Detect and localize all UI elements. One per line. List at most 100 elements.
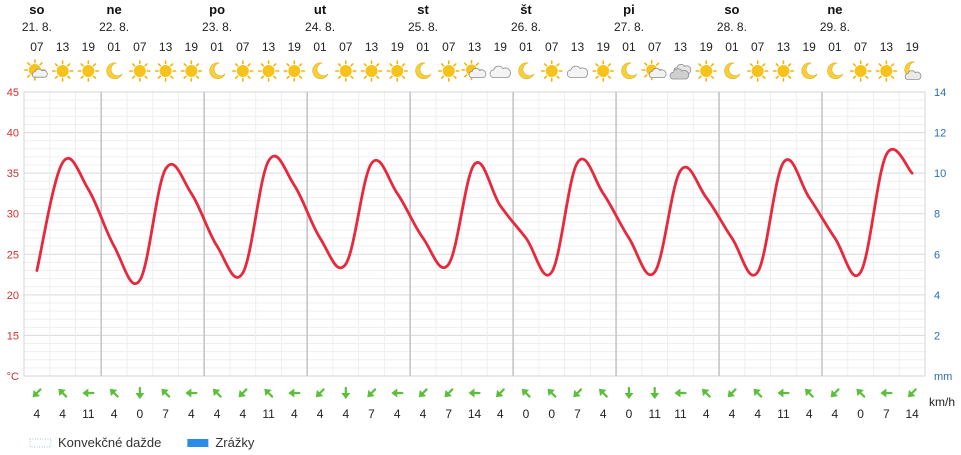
sun-ray [762, 63, 766, 67]
wind-speed: 4 [59, 407, 66, 421]
sun-ray [273, 75, 277, 79]
wind-arrow-head [418, 389, 427, 398]
sun-disc [545, 65, 558, 77]
sun-ray [710, 75, 715, 79]
hour-label: 07 [854, 40, 868, 54]
sun-ray [890, 75, 895, 79]
sun-icon [695, 60, 717, 82]
sun-ray [595, 75, 599, 79]
wind-speed: 11 [262, 407, 275, 421]
wind-speed: 0 [548, 407, 555, 421]
sun-ray [389, 63, 393, 67]
sun-ray [183, 63, 187, 67]
y-left-tick: 45 [7, 87, 19, 99]
moon-icon [724, 62, 741, 80]
hour-label: 01 [210, 40, 224, 54]
hour-label: 01 [519, 40, 533, 54]
sun-ray [644, 74, 648, 78]
wind-speed: 4 [600, 407, 607, 421]
wind-arrow-head [753, 388, 761, 397]
moon-icon [801, 62, 818, 80]
moon-shape [312, 62, 329, 80]
sun-disc [442, 65, 455, 77]
sun-ray [170, 75, 174, 79]
wind-speed: 4 [111, 407, 118, 421]
wind-speed: 4 [317, 407, 324, 421]
wind-arrow-head [624, 393, 634, 399]
sun-ray [54, 75, 59, 79]
legend-label: Konvekčné dažde [58, 435, 161, 450]
sun-icon [772, 60, 795, 82]
cloudy-icon [566, 65, 589, 78]
moon-icon [209, 62, 226, 80]
hour-label: 07 [442, 40, 456, 54]
wind-arrow-head [315, 389, 324, 398]
sun-disc [185, 65, 198, 77]
hour-label: 19 [391, 40, 405, 54]
wind-arrow-icon [547, 388, 557, 398]
sun-disc [288, 65, 301, 77]
sun-icon [386, 60, 409, 82]
sun-ray [698, 75, 702, 79]
moon-cloud-icon [904, 61, 922, 80]
day-headers: so 21. 8. ne 22. 8. po 23. 8. ut 24. 8. st 25. 8.… [22, 2, 850, 376]
sun-ray [453, 63, 457, 67]
wind-speed: 4 [497, 407, 504, 421]
sun-ray [195, 63, 200, 67]
wind-arrow-icon [907, 388, 917, 398]
sun-ray [655, 62, 660, 66]
wind-arrow-icon [777, 388, 790, 398]
weather-icons [24, 59, 922, 82]
sun-disc [133, 65, 146, 77]
sun-ray [607, 75, 612, 79]
wind-speed: 7 [368, 407, 375, 421]
cloud-shape [32, 68, 48, 78]
y-left-unit: °C [7, 371, 19, 383]
sun-icon [849, 60, 872, 82]
hour-label: 01 [622, 40, 636, 54]
sun-ray [401, 63, 406, 67]
wind-speed: 4 [342, 407, 349, 421]
wind-arrow-icon [468, 388, 481, 398]
legend-label: Zrážky [215, 435, 255, 450]
sun-ray [144, 75, 148, 79]
sun-ray [556, 63, 560, 67]
y-right-tick: 10 [934, 168, 946, 180]
wind-arrow-head [880, 388, 887, 398]
wind-arrow-head [701, 388, 710, 397]
sun-ray [556, 75, 560, 79]
sun-ray [463, 62, 468, 66]
wind-arrow-icon [238, 388, 248, 398]
sun-icon [283, 60, 306, 82]
sun-ray [157, 75, 162, 79]
sun-ray [607, 63, 612, 67]
wind-arrow-head [391, 388, 398, 398]
wind-arrow-head [185, 388, 192, 398]
wind-speed: 14 [905, 407, 919, 421]
moon-shape [827, 62, 844, 80]
wind-arrow-head [367, 389, 375, 398]
sun-ray [401, 75, 406, 79]
hour-labels: 07 13 19 01 07 13 19 01 07 13 19 01 07 13 19 01 07 13 19 01… [30, 40, 919, 54]
sun-ray [67, 75, 71, 79]
cloud-shape [669, 68, 690, 80]
wind-arrow-head [135, 393, 145, 399]
wind-speed: 4 [832, 407, 839, 421]
sun-disc [56, 65, 69, 77]
sun-icon [592, 60, 615, 82]
hour-label: 19 [905, 40, 919, 54]
wind-arrow-icon [185, 388, 198, 398]
cloud-shape [468, 68, 487, 78]
wind-arrow-icon [288, 388, 301, 398]
wind-arrow-head [264, 388, 272, 397]
wind-arrow-icon [880, 388, 893, 398]
wind-speed: 4 [703, 407, 710, 421]
sun-ray [286, 75, 290, 79]
wind-arrow-icon [32, 388, 42, 398]
sun-ray [865, 63, 869, 67]
sun-icon [875, 60, 898, 82]
sun-ray [170, 63, 174, 67]
sun-ray [80, 75, 84, 79]
hour-label: 07 [648, 40, 662, 54]
